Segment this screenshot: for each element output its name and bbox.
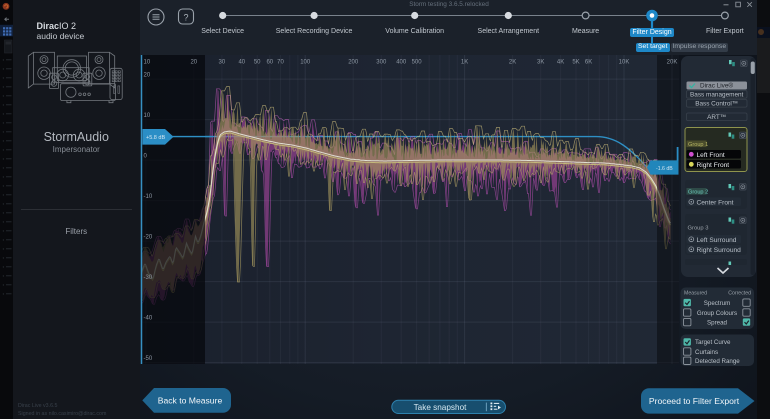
svg-text:5K: 5K — [572, 60, 579, 66]
svg-text:-20: -20 — [144, 235, 153, 241]
svg-text:-50: -50 — [144, 356, 153, 362]
svg-text:3K: 3K — [537, 60, 544, 66]
svg-text:10: 10 — [144, 60, 151, 66]
svg-text:Detected Range: Detected Range — [695, 358, 740, 365]
svg-text:Target Curve: Target Curve — [695, 339, 731, 346]
svg-text:Bass management: Bass management — [690, 91, 744, 98]
svg-text:20K: 20K — [667, 60, 678, 66]
svg-text:100: 100 — [300, 60, 311, 66]
svg-text:-30: -30 — [144, 275, 153, 281]
svg-text:60: 60 — [266, 60, 273, 66]
svg-text:Measured: Measured — [684, 291, 707, 297]
svg-text:Curtains: Curtains — [695, 349, 718, 356]
svg-text:50: 50 — [254, 60, 261, 66]
svg-text:6K: 6K — [585, 60, 592, 66]
svg-text:40: 40 — [238, 60, 245, 66]
svg-text:0: 0 — [144, 154, 148, 160]
svg-text:1K: 1K — [461, 60, 468, 66]
svg-text:Back to Measure: Back to Measure — [158, 396, 223, 406]
svg-text:?: ? — [183, 13, 188, 23]
svg-text:200: 200 — [348, 60, 359, 66]
svg-text:Proceed to Filter Export: Proceed to Filter Export — [649, 396, 740, 406]
svg-text:70: 70 — [277, 60, 284, 66]
svg-text:10: 10 — [144, 113, 151, 119]
svg-text:20: 20 — [144, 73, 151, 79]
svg-text:Dirac Live®: Dirac Live® — [700, 82, 733, 90]
svg-text:Bass Control™: Bass Control™ — [695, 100, 738, 107]
svg-text:ART™: ART™ — [707, 114, 726, 121]
svg-text:Take snapshot: Take snapshot — [414, 403, 468, 412]
svg-text:-10: -10 — [144, 194, 153, 200]
svg-text:20: 20 — [190, 60, 197, 66]
svg-text:Group 3: Group 3 — [688, 226, 709, 232]
svg-text:400: 400 — [396, 60, 407, 66]
svg-text:Center Front: Center Front — [697, 199, 734, 206]
svg-text:Left Front: Left Front — [697, 152, 725, 159]
svg-text:Corrected: Corrected — [728, 291, 751, 297]
svg-text:Right Surround: Right Surround — [697, 247, 742, 254]
svg-text:Group Colours: Group Colours — [697, 310, 737, 317]
svg-text:2K: 2K — [509, 60, 516, 66]
svg-text:-1.6 dB: -1.6 dB — [656, 166, 673, 172]
svg-text:+5.8 dB: +5.8 dB — [146, 135, 165, 141]
svg-text:Group 1: Group 1 — [688, 142, 708, 148]
svg-text:30: 30 — [219, 60, 226, 66]
svg-text:Spectrum: Spectrum — [704, 300, 730, 307]
svg-text:Right Front: Right Front — [697, 162, 730, 169]
svg-text:Spread: Spread — [707, 319, 728, 326]
svg-text:Group 2: Group 2 — [688, 189, 708, 195]
svg-text:4K: 4K — [557, 60, 564, 66]
svg-text:Left Surround: Left Surround — [697, 237, 737, 244]
svg-text:500: 500 — [412, 60, 423, 66]
svg-text:-40: -40 — [144, 316, 153, 322]
svg-text:10K: 10K — [619, 60, 630, 66]
svg-text:300: 300 — [376, 60, 387, 66]
